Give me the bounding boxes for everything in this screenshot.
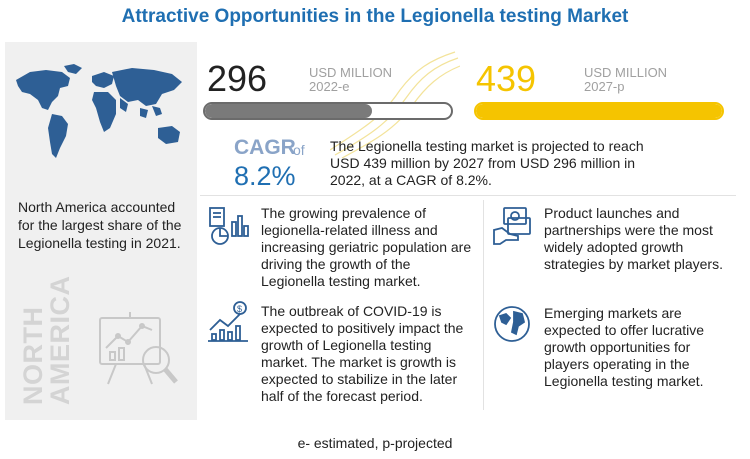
cagr-description: The Legionella testing market is project… [330,138,644,188]
market-bar-2022 [203,102,453,120]
cagr-of: of [293,142,305,158]
point-text: Emerging markets are expected to offer l… [544,305,705,389]
cagr-value: 8.2% [234,161,296,191]
point-text: The growing prevalence of legionella-rel… [261,205,472,289]
market-unit-2027: USD MILLION 2027-p [584,66,667,94]
analysis-board-icon [99,312,178,385]
svg-text:$: $ [237,304,242,314]
market-value-2027: 439 [476,58,537,99]
product-launch-icon [493,207,531,245]
cagr-label: CAGR [234,136,296,159]
market-bar-fill [205,104,373,118]
year-label: 2022-e [309,79,350,94]
point-text: The outbreak of COVID-19 is expected to … [261,303,464,404]
market-bar-fill [476,104,722,118]
page-title: Attractive Opportunities in the Legionel… [121,6,629,27]
unit-label: USD MILLION [309,65,393,80]
growth-chart-icon: $ [208,301,248,342]
market-value-2022: 296 [207,58,268,99]
market-bar-2027 [474,102,724,120]
market-unit-2022: USD MILLION 2022-e [309,66,392,94]
region-label-line2: AMERICA [45,275,75,406]
globe-icon [494,306,530,342]
footnote: e- estimated, p-projected [297,435,453,451]
region-label-line1: NORTH [18,306,48,406]
world-map-icon [16,64,182,158]
point-text: Product launches and partnerships were t… [544,205,723,272]
divider [483,200,484,410]
region-summary: North America accounted for the largest … [18,199,182,251]
unit-label: USD MILLION [584,65,668,80]
year-label: 2027-p [584,79,625,94]
region-label: NORTH AMERICA [18,275,75,406]
divider [200,195,736,196]
survey-chart-icon [209,207,249,245]
